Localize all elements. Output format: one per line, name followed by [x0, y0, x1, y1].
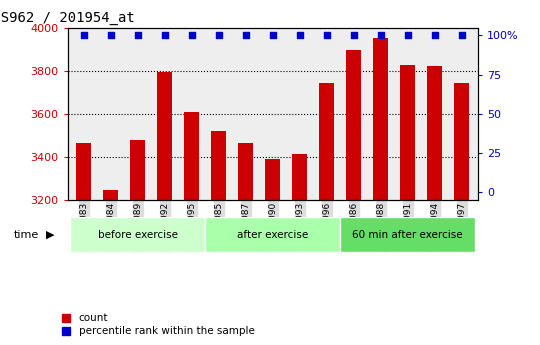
Text: before exercise: before exercise: [98, 230, 178, 239]
Point: [295, 33, 304, 38]
Bar: [346, 50, 361, 200]
Bar: [76, 143, 91, 200]
Bar: [292, 154, 307, 200]
Text: after exercise: after exercise: [237, 230, 308, 239]
Point: [322, 33, 331, 38]
Point: [133, 33, 142, 38]
Bar: [103, 190, 118, 200]
Point: [106, 33, 115, 38]
Point: [403, 33, 412, 38]
Bar: [238, 143, 253, 200]
Title: GDS962 / 201954_at: GDS962 / 201954_at: [0, 11, 134, 25]
Point: [349, 33, 358, 38]
Point: [241, 33, 250, 38]
Text: ▶: ▶: [46, 230, 55, 239]
Bar: [157, 72, 172, 200]
Text: time: time: [14, 230, 39, 239]
Bar: [319, 82, 334, 200]
Bar: [130, 140, 145, 200]
Bar: [373, 38, 388, 200]
Point: [457, 33, 466, 38]
FancyBboxPatch shape: [70, 217, 205, 252]
Point: [187, 33, 196, 38]
FancyBboxPatch shape: [205, 217, 340, 252]
Point: [268, 33, 277, 38]
Legend: count, percentile rank within the sample: count, percentile rank within the sample: [62, 313, 254, 336]
Text: 60 min after exercise: 60 min after exercise: [353, 230, 463, 239]
Bar: [454, 82, 469, 200]
Bar: [400, 65, 415, 200]
Point: [160, 33, 169, 38]
Bar: [211, 131, 226, 200]
Point: [214, 33, 223, 38]
Bar: [427, 66, 442, 200]
Bar: [184, 112, 199, 200]
Point: [79, 33, 88, 38]
Point: [376, 33, 385, 38]
Point: [430, 33, 439, 38]
FancyBboxPatch shape: [340, 217, 475, 252]
Bar: [265, 159, 280, 200]
